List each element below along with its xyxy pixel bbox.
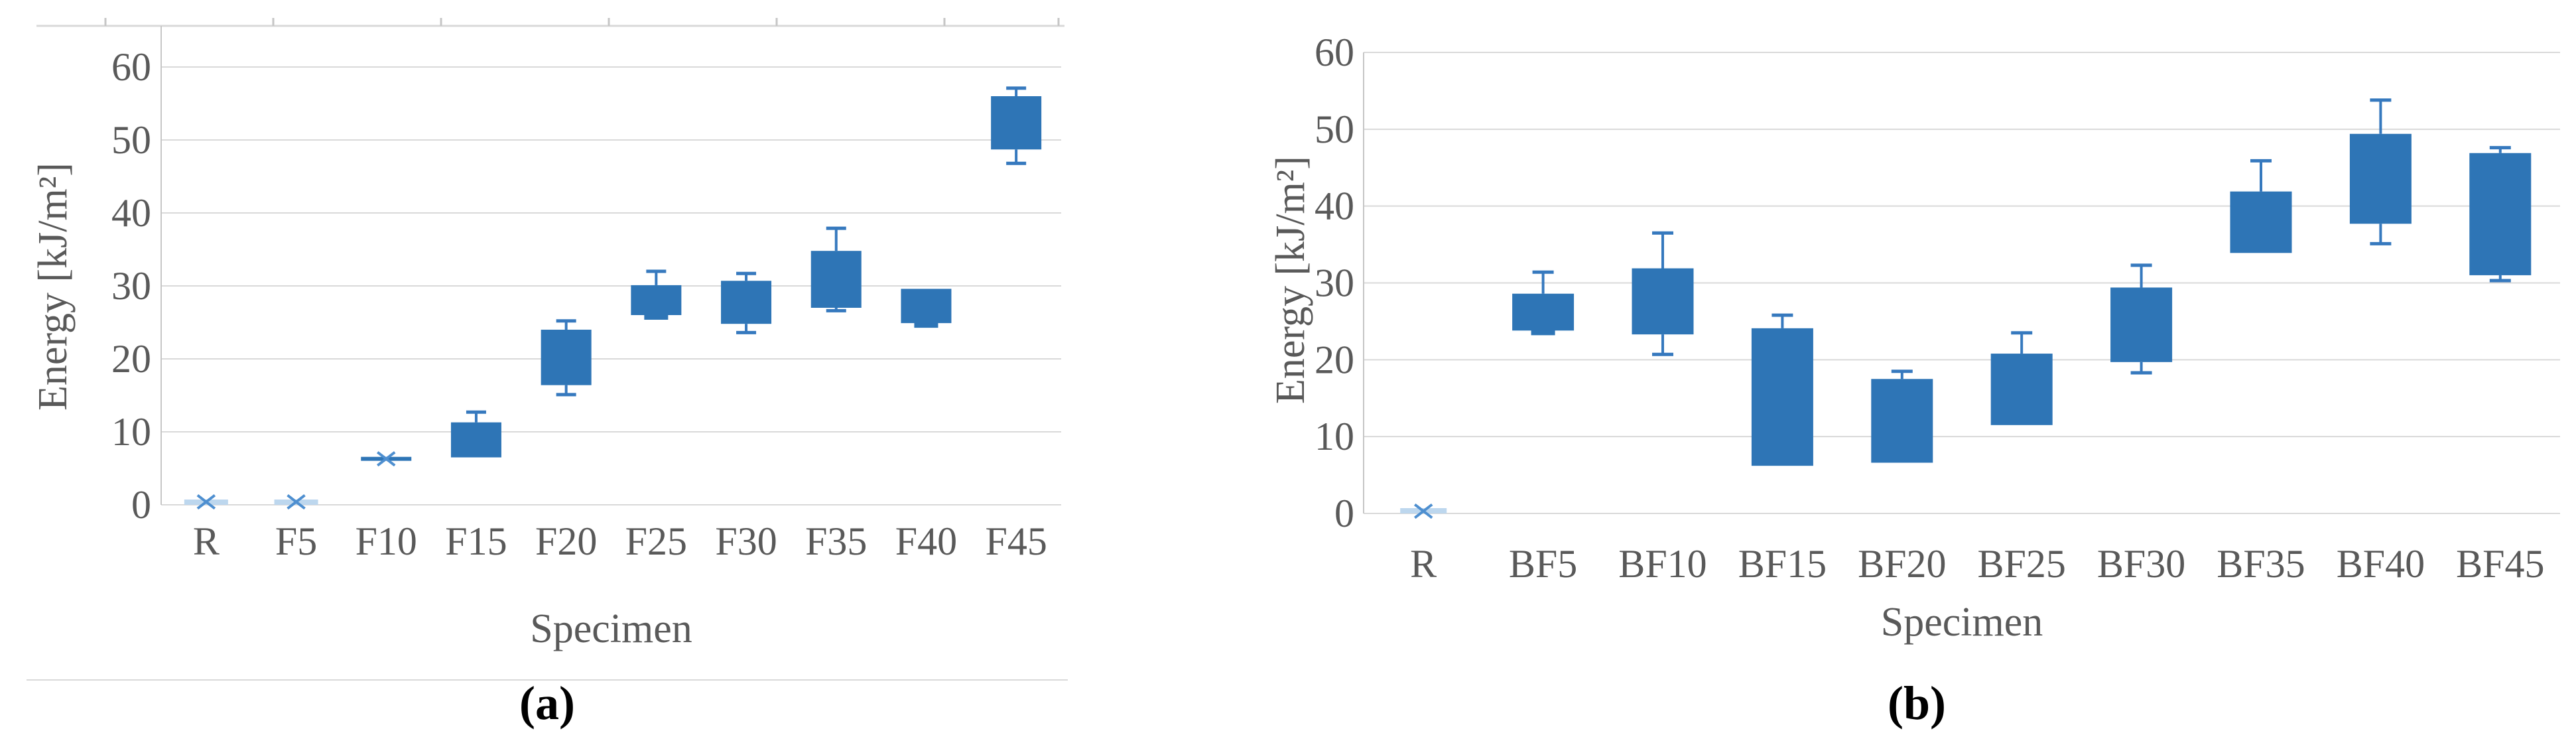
mean-x-stroke bbox=[377, 451, 396, 467]
y-tick-label: 20 bbox=[1315, 338, 1354, 381]
x-tick-label: F20 bbox=[535, 519, 597, 563]
x-tick-label: BF15 bbox=[1738, 542, 1827, 586]
box-group bbox=[274, 494, 318, 510]
x-tick-label: F30 bbox=[715, 519, 777, 563]
box-group bbox=[1871, 369, 1933, 463]
x-tick-label: F15 bbox=[445, 519, 507, 563]
x-axis-title: Specimen bbox=[1881, 600, 2043, 645]
mean-marker-icon bbox=[1413, 503, 1433, 519]
x-tick-label: R bbox=[193, 519, 220, 563]
y-tick-label: 20 bbox=[111, 337, 151, 381]
box bbox=[2230, 191, 2292, 253]
median-tick bbox=[1531, 329, 1555, 336]
mean-marker-icon bbox=[287, 494, 306, 510]
median-tick bbox=[914, 322, 938, 328]
box bbox=[721, 281, 772, 324]
y-tick-label: 50 bbox=[111, 118, 151, 162]
box bbox=[2469, 153, 2532, 275]
x-tick-label: F10 bbox=[355, 519, 417, 563]
box bbox=[901, 289, 952, 324]
box-group bbox=[2110, 263, 2173, 375]
x-tick-label: BF30 bbox=[2097, 542, 2185, 586]
box bbox=[541, 330, 592, 385]
x-tick-label: BF10 bbox=[1618, 542, 1707, 586]
box-group bbox=[1990, 331, 2053, 425]
box-group bbox=[991, 86, 1042, 165]
y-tick-label: 30 bbox=[111, 264, 151, 308]
chart-b: 0 10 20 30 40 50 60 R BF5 BF10 BF15 BF20 BF25 BF30 BF3… bbox=[1268, 31, 2560, 730]
box bbox=[1871, 379, 1933, 463]
y-tick-label: 60 bbox=[1315, 31, 1354, 74]
box bbox=[450, 422, 501, 458]
box-group bbox=[1400, 503, 1447, 519]
median-tick bbox=[644, 314, 669, 320]
box bbox=[631, 285, 682, 315]
y-tick-label: 30 bbox=[1315, 261, 1354, 305]
box-group bbox=[1751, 313, 1813, 466]
box-group bbox=[631, 269, 682, 320]
box bbox=[1751, 328, 1813, 466]
x-tick-label: F40 bbox=[895, 519, 957, 563]
caption-b: (b) bbox=[1888, 677, 1946, 730]
mean-marker-icon bbox=[377, 451, 396, 467]
box-group bbox=[2349, 98, 2412, 245]
box bbox=[1632, 268, 1694, 335]
caption-a: (a) bbox=[519, 677, 575, 730]
box-group bbox=[810, 226, 862, 312]
x-tick-label: F5 bbox=[275, 519, 317, 563]
x-tick-label: BF40 bbox=[2337, 542, 2425, 586]
y-axis-title: Energy [kJ/m²] bbox=[31, 163, 76, 411]
mean-x-stroke bbox=[1413, 503, 1433, 519]
box-group bbox=[1632, 231, 1694, 356]
box bbox=[1990, 354, 2053, 425]
y-tick-label: 0 bbox=[1334, 492, 1354, 535]
box-group bbox=[901, 289, 952, 328]
y-tick-label: 40 bbox=[111, 191, 151, 235]
x-tick-label: BF35 bbox=[2217, 542, 2305, 586]
box-group bbox=[721, 271, 772, 334]
box-group bbox=[1512, 270, 1575, 336]
box-group bbox=[541, 319, 592, 397]
box bbox=[991, 96, 1042, 150]
x-tick-label: F45 bbox=[985, 519, 1047, 563]
box-group bbox=[450, 410, 501, 458]
x-tick-label: BF25 bbox=[1978, 542, 2066, 586]
y-tick-label: 10 bbox=[1315, 415, 1354, 458]
x-tick-label: BF5 bbox=[1509, 542, 1577, 586]
box bbox=[2349, 133, 2412, 224]
y-tick-label: 10 bbox=[111, 410, 151, 454]
y-axis-title: Energy [kJ/m²] bbox=[1268, 156, 1313, 404]
box-group bbox=[2230, 159, 2292, 253]
x-tick-label: BF20 bbox=[1858, 542, 1946, 586]
y-tick-label: 0 bbox=[131, 483, 151, 527]
mean-marker-icon bbox=[196, 494, 216, 510]
y-tick-label: 50 bbox=[1315, 107, 1354, 151]
box-group bbox=[184, 494, 228, 510]
box-group bbox=[361, 451, 412, 467]
chart-a: 0 10 20 30 40 50 60 R F5 F10 F15 F20 F25 F30 F35 F40 F45… bbox=[27, 18, 1068, 730]
x-tick-label: R bbox=[1410, 542, 1437, 586]
y-tick-label: 60 bbox=[111, 45, 151, 89]
box bbox=[2110, 287, 2173, 362]
mean-x-stroke bbox=[196, 494, 216, 510]
mean-x-stroke bbox=[287, 494, 306, 510]
x-tick-label: BF45 bbox=[2456, 542, 2544, 586]
box bbox=[1512, 293, 1575, 331]
y-tick-label: 40 bbox=[1315, 184, 1354, 228]
box-group bbox=[2469, 146, 2532, 283]
x-axis-title: Specimen bbox=[530, 606, 692, 651]
x-tick-label: F25 bbox=[625, 519, 687, 563]
box bbox=[810, 251, 862, 308]
x-tick-label: F35 bbox=[805, 519, 867, 563]
